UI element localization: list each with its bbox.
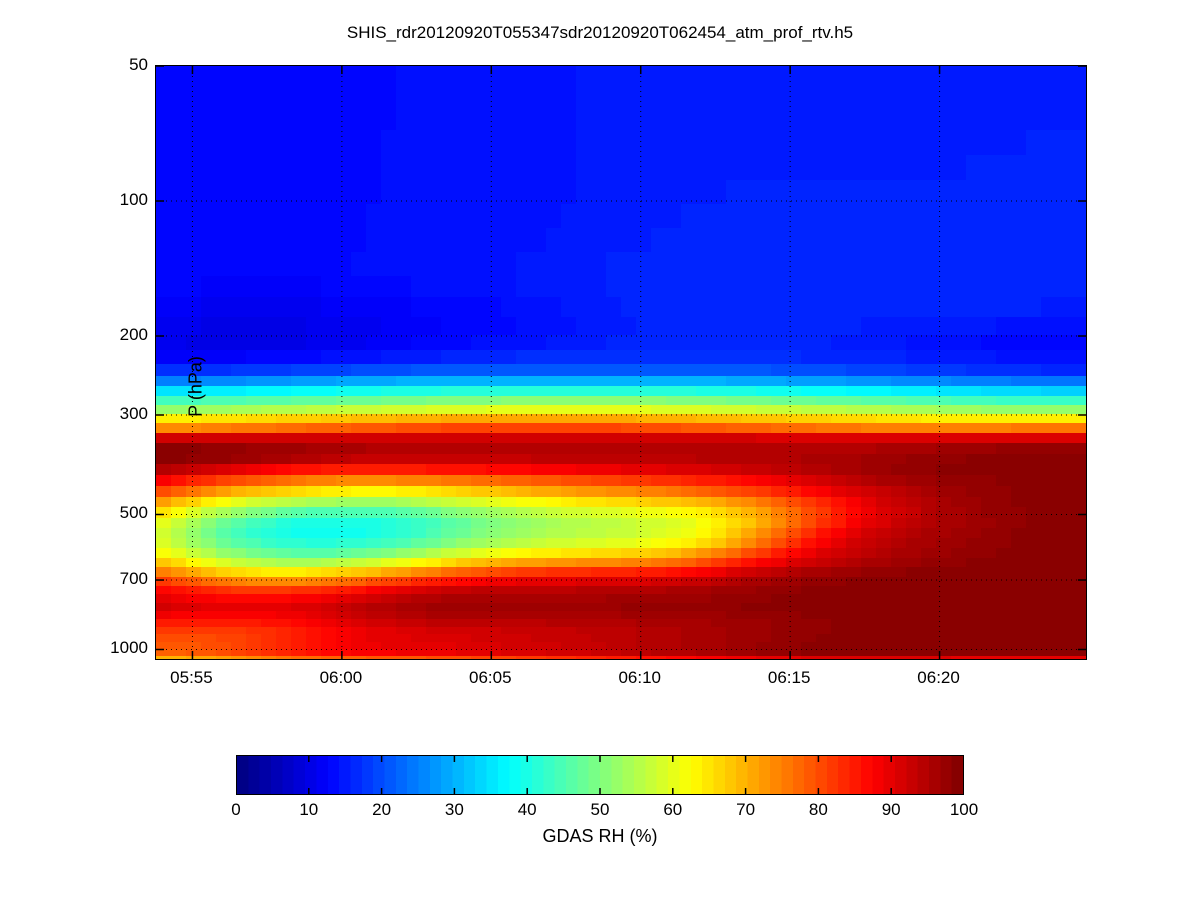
colorbar-axis-label: GDAS RH (%) [542,826,658,846]
heatmap-image[interactable] [156,66,1086,659]
colorbar-tick-30: 30 [444,800,464,819]
x-tick-06-00: 06:00 [319,668,363,687]
y-tick-200: 200 [119,325,148,345]
colorbar-tick-0: 0 [231,800,241,819]
colorbar-tick-40: 40 [517,800,537,819]
y-tick-50: 50 [129,55,148,74]
colorbar-tick-20: 20 [372,800,392,819]
colorbar-tick-60: 60 [663,800,683,819]
heatmap-axes[interactable]: P (hPa) [155,65,1087,660]
colorbar-tick-50: 50 [590,800,610,819]
x-tick-06-05: 06:05 [469,668,512,687]
page-title: SHIS_rdr20120920T055347sdr20120920T06245… [346,23,854,42]
x-tick-06-15: 06:15 [767,668,811,687]
colorbar-tick-70: 70 [736,800,756,819]
x-tick-05-55: 05:55 [170,668,213,687]
y-tick-500: 500 [119,503,148,523]
y-axis-label: P (hPa) [185,356,206,417]
y-tick-1000: 1000 [110,638,148,658]
colorbar-tick-80: 80 [808,800,828,819]
colorbar-tick-100: 100 [949,800,979,819]
x-axis-tick-labels: 05:55 06:00 06:05 06:10 06:15 06:20 [155,668,1085,694]
colorbar[interactable] [236,755,964,795]
colorbar-tick-10: 10 [299,800,319,819]
y-tick-300: 300 [119,403,148,423]
y-tick-700: 700 [119,569,148,589]
y-tick-100: 100 [119,190,148,209]
y-axis-tick-labels: 50 100 200 300 500 700 1000 [55,55,148,658]
x-tick-06-10: 06:10 [618,668,661,687]
colorbar-tick-90: 90 [881,800,901,819]
colorbar-tick-labels: 0 10 20 30 40 50 60 70 80 90 100 [231,800,978,824]
colorbar-gradient[interactable] [236,755,964,795]
x-tick-06-20: 06:20 [917,668,960,687]
